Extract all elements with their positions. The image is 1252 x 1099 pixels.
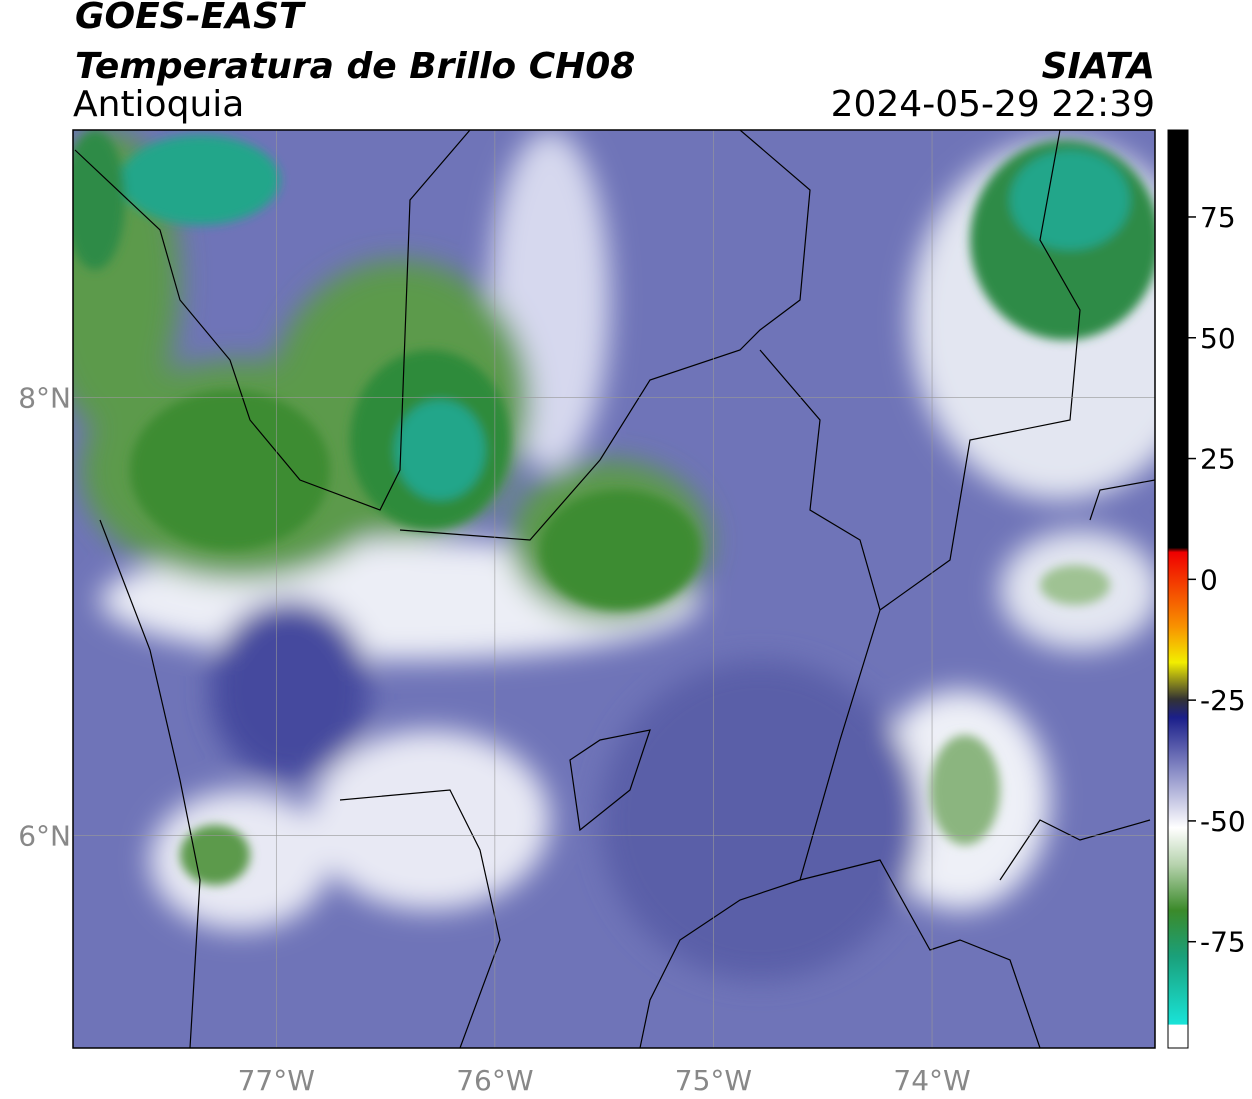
- colorbar-tick-label: -75: [1200, 926, 1246, 959]
- satellite-image: [73, 130, 1155, 1048]
- colorbar-tick-label: 50: [1200, 322, 1236, 355]
- colorbar-tick-label: -25: [1200, 684, 1246, 717]
- colorbar-tick-label: -50: [1200, 805, 1246, 838]
- lon-tick-label: 77°W: [238, 1064, 315, 1097]
- lon-tick-label: 75°W: [675, 1064, 752, 1097]
- product: Temperatura de Brillo CH08: [75, 46, 635, 87]
- colorbar-tick-label: 25: [1200, 443, 1236, 476]
- colorbar: [1167, 129, 1189, 1049]
- map-frame: [72, 129, 1156, 1049]
- colorbar-tick-label: 0: [1200, 563, 1218, 596]
- datetime: 2024-05-29 22:39: [831, 84, 1155, 125]
- satellite: GOES-EAST: [75, 0, 306, 37]
- lon-tick-label: 74°W: [893, 1064, 970, 1097]
- region: Antioquia: [73, 84, 244, 125]
- source: SIATA: [1042, 46, 1155, 87]
- lat-tick-label: 6°N: [18, 819, 71, 852]
- lon-tick-label: 76°W: [456, 1064, 533, 1097]
- colorbar-tick-label: 75: [1200, 201, 1236, 234]
- lat-tick-label: 8°N: [18, 381, 71, 414]
